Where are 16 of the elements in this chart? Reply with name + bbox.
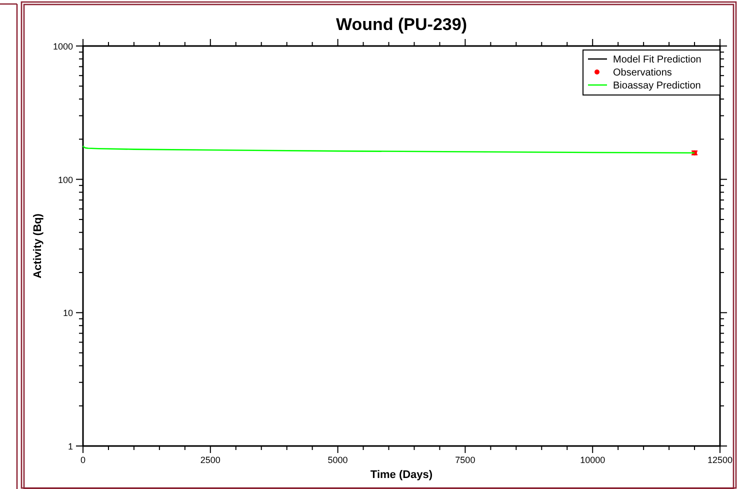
y-tick-label: 1000 bbox=[52, 42, 73, 52]
legend-label: Model Fit Prediction bbox=[613, 54, 702, 66]
x-tick-label: 10000 bbox=[580, 455, 606, 465]
x-tick-label: 5000 bbox=[328, 455, 348, 465]
x-tick-label: 7500 bbox=[455, 455, 476, 465]
chart-title: Wound (PU-239) bbox=[336, 15, 467, 34]
y-tick-label: 10 bbox=[62, 308, 73, 318]
x-tick-label: 2500 bbox=[200, 455, 220, 465]
x-tick-label: 12500 bbox=[707, 455, 733, 465]
x-axis-title: Time (Days) bbox=[370, 469, 433, 481]
legend-label: Observations bbox=[613, 68, 672, 78]
y-axis-title: Activity (Bq) bbox=[32, 213, 44, 278]
y-tick-label: 1 bbox=[68, 442, 73, 452]
legend-label: Bioassay Prediction bbox=[613, 80, 701, 92]
x-tick-label: 0 bbox=[80, 455, 86, 465]
y-tick-label: 100 bbox=[58, 174, 73, 185]
